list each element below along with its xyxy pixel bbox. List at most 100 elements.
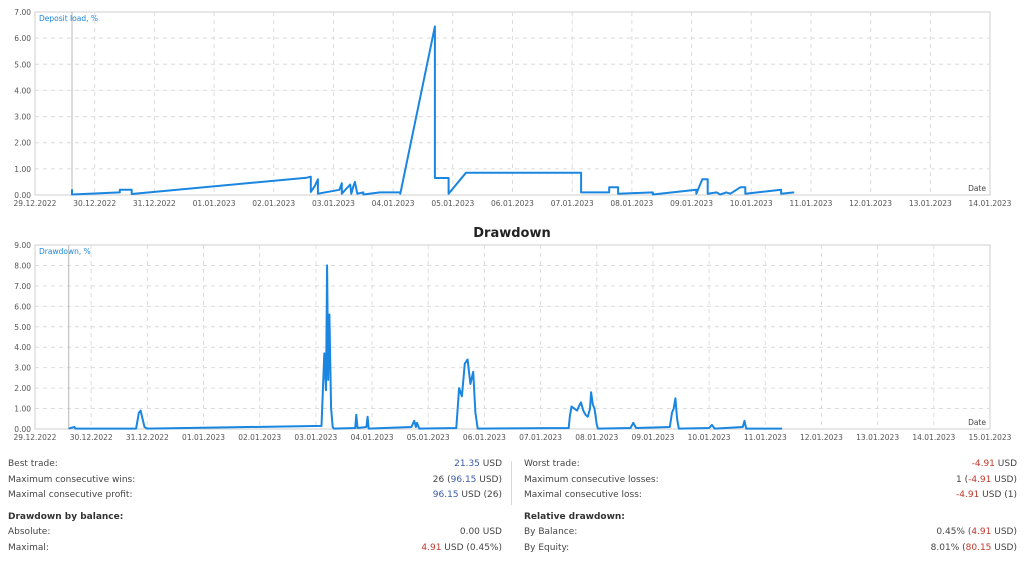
stat-value: -4.91 USD (1): [956, 488, 1017, 504]
stat-value-part: 21.35: [454, 459, 480, 469]
stat-value-part: 26 (: [432, 474, 451, 485]
stat-row: By Equity: 8.01% (80.15 USD): [524, 541, 1017, 557]
x-tick-label: 30.12.2022: [70, 433, 113, 442]
x-tick-label: 09.01.2023: [670, 199, 713, 208]
y-tick-label: 2.00: [14, 384, 31, 393]
y-axis-label: Drawdown, %: [39, 247, 91, 256]
stat-section-heading: Drawdown by balance:: [8, 511, 124, 522]
stat-value-part: USD (26): [458, 490, 502, 500]
stat-value: 0.00 USD: [460, 525, 502, 541]
stat-row: Maximum consecutive losses: 1 (-4.91 USD): [524, 473, 1017, 489]
stat-value-part: -4.91: [968, 474, 992, 485]
stat-value-part: 96.15: [432, 490, 459, 500]
stat-value: 96.15 USD (26): [433, 488, 502, 504]
stat-value-part: 4.91: [421, 542, 442, 553]
stat-value-part: 1 (: [955, 474, 969, 485]
stat-value-part: 80.15: [965, 542, 992, 553]
x-tick-label: 11.01.2023: [789, 199, 832, 208]
stats-divider: [511, 461, 512, 505]
x-axis-label: Date: [968, 184, 986, 193]
y-tick-label: 6.00: [14, 34, 31, 43]
stat-value-part: 4.91: [971, 527, 992, 537]
x-tick-label: 29.12.2022: [14, 433, 57, 442]
stat-value-part: USD (0.45%): [441, 542, 502, 553]
x-tick-label: 30.12.2022: [73, 199, 116, 208]
x-tick-label: 03.01.2023: [294, 433, 337, 442]
y-tick-label: 0.00: [14, 425, 31, 434]
stat-value-part: -4.91: [956, 490, 980, 500]
x-tick-label: 12.01.2023: [849, 199, 892, 208]
x-tick-label: 06.01.2023: [491, 199, 534, 208]
x-tick-label: 03.01.2023: [312, 199, 355, 208]
stat-label: Maximal consecutive profit:: [8, 490, 133, 500]
x-tick-label: 05.01.2023: [431, 199, 474, 208]
stat-label: Maximal:: [8, 542, 49, 553]
drawdown-chart: 0.00 1.00 2.00 3.00 4.00 5.00 6.00 7.00 8.00 9.00…: [14, 242, 1012, 442]
stat-row: Maximal consecutive loss: -4.91 USD (1): [524, 488, 1017, 504]
x-tick-label: 04.01.2023: [351, 433, 394, 442]
stat-label: Maximum consecutive wins:: [8, 474, 136, 485]
stat-value-part: USD): [991, 542, 1017, 553]
x-tick-label: 08.01.2023: [610, 199, 653, 208]
stat-value-part: 0.00 USD: [459, 527, 502, 537]
stat-value: 8.01% (80.15 USD): [931, 541, 1017, 557]
stat-label: By Equity:: [524, 542, 570, 553]
y-tick-label: 5.00: [14, 323, 31, 332]
stat-value: 4.91 USD (0.45%): [421, 541, 502, 557]
x-tick-label: 10.01.2023: [730, 199, 773, 208]
stat-value: 0.45% (4.91 USD): [936, 525, 1017, 541]
x-tick-label: 11.01.2023: [744, 433, 787, 442]
stat-value-part: 96.15: [450, 474, 477, 485]
x-tick-label: 04.01.2023: [372, 199, 415, 208]
stat-row: Maximal consecutive profit: 96.15 USD (26…: [8, 488, 502, 504]
y-tick-label: 5.00: [14, 60, 31, 69]
y-tick-label: 9.00: [14, 242, 31, 250]
x-tick-label: 31.12.2022: [133, 199, 176, 208]
stat-row: Maximum consecutive wins: 26 (96.15 USD): [8, 473, 502, 489]
stat-label: Maximal consecutive loss:: [524, 490, 642, 500]
y-axis-label: Deposit load, %: [39, 14, 98, 23]
y-tick-label: 3.00: [14, 364, 31, 373]
x-tick-label: 06.01.2023: [463, 433, 506, 442]
stats-panel: Best trade: 21.35 USD Maximum consecutive …: [0, 457, 1024, 566]
y-tick-label: 8.00: [14, 261, 31, 270]
stat-value-part: USD: [479, 459, 502, 469]
x-tick-label: 15.01.2023: [969, 433, 1012, 442]
x-tick-label: 01.01.2023: [182, 433, 225, 442]
x-tick-label: 02.01.2023: [238, 433, 281, 442]
y-tick-label: 6.00: [14, 302, 31, 311]
stats-right-column: Worst trade: -4.91 USD Maximum consecutive…: [524, 457, 1017, 556]
y-tick-label: 1.00: [14, 165, 31, 174]
x-tick-label: 02.01.2023: [252, 199, 295, 208]
stat-value-part: USD: [994, 459, 1017, 469]
stat-row: Absolute: 0.00 USD: [8, 525, 502, 541]
stat-label: Worst trade:: [524, 459, 580, 469]
stat-value: -4.91 USD: [972, 457, 1017, 473]
stat-row: Best trade: 21.35 USD: [8, 457, 502, 473]
x-tick-label: 12.01.2023: [800, 433, 843, 442]
y-tick-label: 7.00: [14, 8, 31, 17]
x-tick-label: 14.01.2023: [969, 199, 1012, 208]
stat-value-part: 8.01% (: [930, 542, 966, 553]
stat-value-part: USD (1): [979, 490, 1017, 500]
series-line: [71, 25, 795, 196]
stats-left-column: Best trade: 21.35 USD Maximum consecutive …: [8, 457, 502, 556]
deposit-load-chart: 0.00 1.00 2.00 3.00 4.00 5.00 6.00 7.00 29.12.20…: [14, 8, 1012, 208]
x-tick-label: 31.12.2022: [126, 433, 169, 442]
x-tick-label: 10.01.2023: [688, 433, 731, 442]
stat-value: 21.35 USD: [454, 457, 502, 473]
x-axis-label: Date: [968, 418, 986, 427]
x-tick-label: 05.01.2023: [407, 433, 450, 442]
x-tick-label: 08.01.2023: [575, 433, 618, 442]
x-tick-label: 07.01.2023: [551, 199, 594, 208]
stat-value: 1 (-4.91 USD): [956, 473, 1017, 489]
stat-value-part: USD): [991, 527, 1017, 537]
x-tick-label: 07.01.2023: [519, 433, 562, 442]
x-tick-label: 09.01.2023: [631, 433, 674, 442]
stat-value-part: USD): [476, 474, 502, 485]
stat-value: 26 (96.15 USD): [433, 473, 502, 489]
x-tick-label: 13.01.2023: [909, 199, 952, 208]
stat-value-part: 0.45% (: [936, 527, 972, 537]
y-tick-label: 0.00: [14, 191, 31, 200]
stat-label: Maximum consecutive losses:: [524, 474, 659, 485]
